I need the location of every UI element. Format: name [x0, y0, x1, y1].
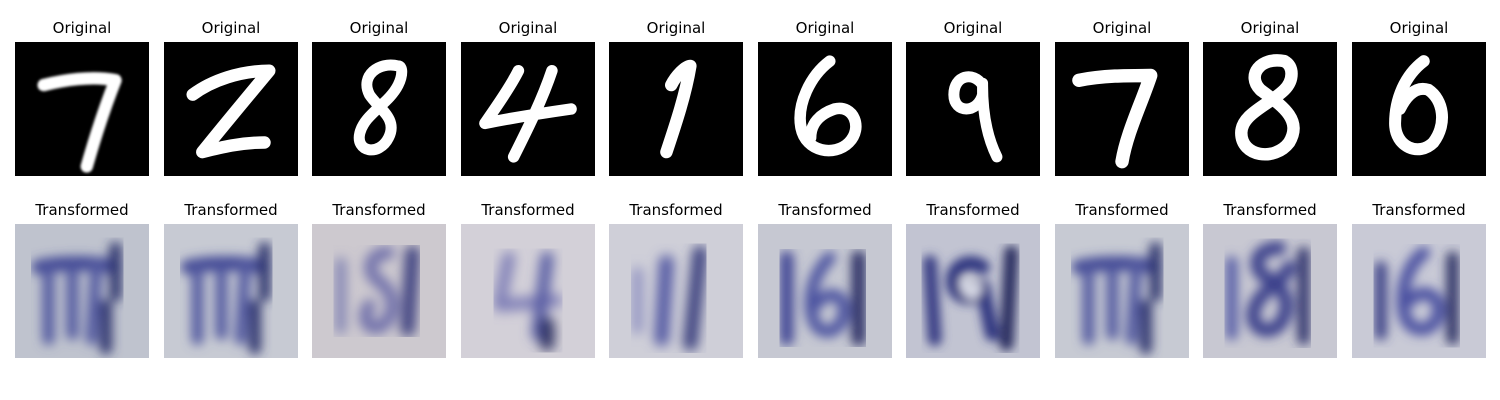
- transformed-digit-7-image: [164, 224, 298, 358]
- original-title: Original: [1389, 19, 1449, 37]
- digit-8-image: [1203, 42, 1337, 176]
- transformed-image: [15, 224, 149, 358]
- transformed-digit-7-image: [15, 224, 149, 358]
- transformed-title: Transformed: [629, 201, 723, 219]
- transformed-title: Transformed: [184, 201, 278, 219]
- original-title: Original: [349, 19, 409, 37]
- transformed-image: [312, 224, 446, 358]
- digit-1-image: [609, 42, 743, 176]
- transformed-digit-8-image: [312, 224, 446, 358]
- original-image: [609, 42, 743, 176]
- original-image: [906, 42, 1040, 176]
- digit-7-image: [164, 42, 298, 176]
- original-title: Original: [943, 19, 1003, 37]
- original-title: Original: [1092, 19, 1152, 37]
- original-title: Original: [52, 19, 112, 37]
- transformed-title: Transformed: [1372, 201, 1466, 219]
- original-title: Original: [795, 19, 855, 37]
- transformed-title: Transformed: [481, 201, 575, 219]
- original-image: [15, 42, 149, 176]
- transformed-title: Transformed: [778, 201, 872, 219]
- original-title: Original: [646, 19, 706, 37]
- digit-7-image: [15, 42, 149, 176]
- original-image: [1352, 42, 1486, 176]
- transformed-image: [1352, 224, 1486, 358]
- original-image: [461, 42, 595, 176]
- transformed-image: [758, 224, 892, 358]
- original-title: Original: [201, 19, 261, 37]
- transformed-image: [1203, 224, 1337, 358]
- transformed-image: [164, 224, 298, 358]
- transformed-image: [906, 224, 1040, 358]
- original-image: [1203, 42, 1337, 176]
- transformed-digit-1-image: [609, 224, 743, 358]
- transformed-digit-8-image: [1203, 224, 1337, 358]
- original-image: [758, 42, 892, 176]
- transformed-title: Transformed: [332, 201, 426, 219]
- transformed-image: [461, 224, 595, 358]
- digit-7-image: [1055, 42, 1189, 176]
- transformed-image: [609, 224, 743, 358]
- transformed-digit-4-image: [461, 224, 595, 358]
- digit-6-image: [1352, 42, 1486, 176]
- original-title: Original: [498, 19, 558, 37]
- original-image: [1055, 42, 1189, 176]
- transformed-image: [1055, 224, 1189, 358]
- transformed-digit-9-image: [906, 224, 1040, 358]
- original-image: [164, 42, 298, 176]
- transformed-title: Transformed: [1223, 201, 1317, 219]
- original-image: [312, 42, 446, 176]
- transformed-digit-7-image: [1055, 224, 1189, 358]
- transformed-title: Transformed: [1075, 201, 1169, 219]
- digit-8-image: [312, 42, 446, 176]
- transformed-digit-6-image: [1352, 224, 1486, 358]
- digit-4-image: [461, 42, 595, 176]
- digit-6-image: [758, 42, 892, 176]
- transformed-title: Transformed: [926, 201, 1020, 219]
- original-title: Original: [1240, 19, 1300, 37]
- transformed-title: Transformed: [35, 201, 129, 219]
- transformed-digit-6-image: [758, 224, 892, 358]
- digit-9-image: [906, 42, 1040, 176]
